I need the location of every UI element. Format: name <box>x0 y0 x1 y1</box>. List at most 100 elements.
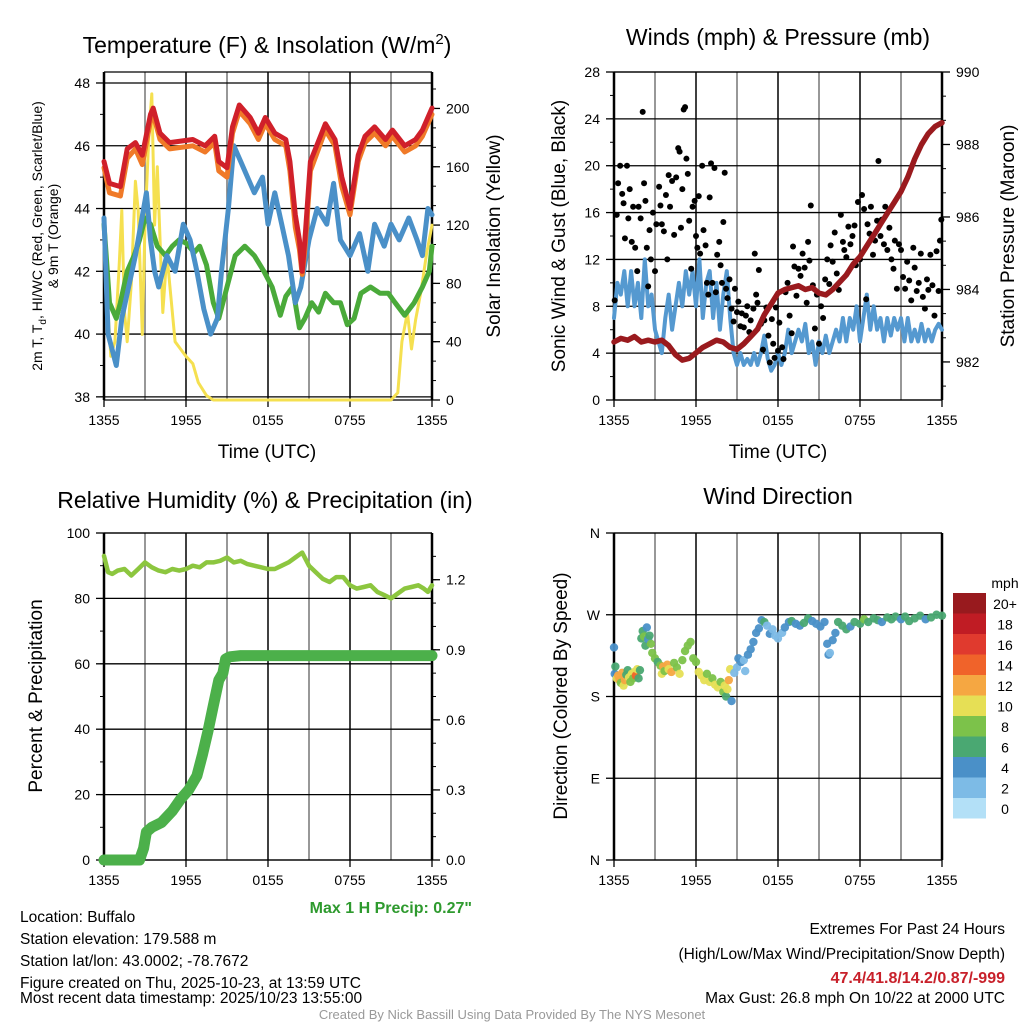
gust-point <box>849 233 856 239</box>
gust-point <box>886 224 893 231</box>
temperature-right-tick-label: 0 <box>446 392 454 408</box>
wind-direction-left-tick-label: E <box>591 770 600 786</box>
gust-point <box>657 202 664 209</box>
winds-left-tick-label: 8 <box>592 298 600 314</box>
gust-point <box>688 265 695 272</box>
gust-point <box>900 274 907 280</box>
humidity-left-tick-label: 80 <box>74 590 90 606</box>
gust-point <box>754 299 761 306</box>
humidity-left-tick-label: 20 <box>74 787 90 803</box>
gust-point <box>643 244 650 251</box>
max-precip-label: Max 1 H Precip: 0.27" <box>310 900 472 917</box>
wind-direction-point <box>768 625 777 634</box>
wind-direction-point <box>635 665 645 675</box>
temperature-ylabel-left-line2: & 9m T (Orange) <box>45 184 61 289</box>
gust-point <box>933 248 940 255</box>
gust-point <box>665 172 672 179</box>
gust-point <box>923 276 930 283</box>
series-precipitation <box>98 650 438 866</box>
gust-point <box>686 217 693 224</box>
gust-point <box>706 194 713 201</box>
gust-point <box>935 288 942 295</box>
wind-direction-point <box>741 666 750 676</box>
gust-point <box>653 221 660 228</box>
winds-left-tick-label: 0 <box>592 392 600 408</box>
gust-point <box>679 186 686 193</box>
temperature-panel-title: Temperature (F) & Insolation (W/m2) <box>83 31 452 58</box>
gust-point <box>751 250 758 257</box>
wind-direction-point <box>825 648 835 658</box>
humidity-left-tick-label: 0 <box>82 852 90 868</box>
temperature-left-tick-label: 40 <box>74 326 90 342</box>
humidity-panel-title: Relative Humidity (%) & Precipitation (i… <box>57 487 472 513</box>
gust-point <box>634 268 641 275</box>
humidity-left-tick-label: 60 <box>74 656 90 672</box>
gust-point <box>833 270 840 277</box>
gust-point <box>807 202 814 209</box>
temperature-left-tick-label: 46 <box>74 138 90 154</box>
gust-point <box>717 262 724 269</box>
temperature-right-tick-label: 160 <box>446 159 470 175</box>
gust-point <box>780 356 787 362</box>
gust-point <box>611 297 618 304</box>
winds-ylabel-left: Sonic Wind & Gust (Blue, Black) <box>549 100 570 372</box>
temperature-time-tick-label: 1355 <box>88 412 119 428</box>
gust-point <box>863 296 870 303</box>
gust-point <box>726 276 733 283</box>
gust-point <box>669 177 676 184</box>
gust-point <box>768 316 775 323</box>
temperature-time-tick-label: 1955 <box>170 412 201 428</box>
winds-left-tick-label: 16 <box>584 205 600 221</box>
gust-point <box>647 256 654 263</box>
gust-point <box>811 325 818 332</box>
wind-direction-point <box>746 645 755 654</box>
gust-point <box>712 289 719 296</box>
gust-point <box>677 224 684 231</box>
humidity-right-tick-label: 1.2 <box>446 572 466 588</box>
gust-point <box>893 285 900 292</box>
temperature-time-tick-label: 1355 <box>416 412 447 428</box>
gust-point <box>716 238 723 245</box>
gust-point <box>755 266 762 273</box>
temperature-left-tick-label: 44 <box>74 201 90 217</box>
gust-point <box>799 250 806 257</box>
winds-time-tick-label: 1355 <box>598 412 629 428</box>
winds-right-tick-label: 986 <box>956 209 980 225</box>
temperature-right-tick-label: 40 <box>446 334 462 350</box>
wind-direction-point <box>646 639 656 649</box>
wind-direction-point <box>820 617 829 627</box>
wind-direction-time-tick-label: 0755 <box>844 872 875 888</box>
gust-point <box>765 332 772 339</box>
gust-point <box>700 227 707 234</box>
gust-point <box>837 211 844 218</box>
wind-direction-left-tick-label: S <box>591 689 600 705</box>
gust-point <box>620 200 627 207</box>
colorbar-swatch <box>953 736 986 757</box>
colorbar-label: 12 <box>997 678 1013 694</box>
gust-point <box>714 251 721 258</box>
gust-point <box>882 203 889 210</box>
gust-point <box>652 268 658 275</box>
gust-point <box>658 221 665 228</box>
winds-left-tick-label: 24 <box>584 111 600 127</box>
gust-point <box>617 162 624 169</box>
wind-direction-point <box>642 623 651 632</box>
extremes-subtitle: (High/Low/Max Wind/Precipitation/Snow De… <box>679 946 1006 963</box>
winds-time-tick-label: 0155 <box>762 412 793 428</box>
gust-point <box>851 222 858 229</box>
gust-point <box>720 218 727 225</box>
temperature-right-tick-label: 200 <box>446 100 470 116</box>
colorbar-swatch <box>953 654 986 675</box>
wind-direction-point <box>634 674 643 683</box>
wind-direction-point <box>724 675 733 685</box>
gust-point <box>747 317 754 324</box>
gust-point <box>691 197 698 204</box>
gust-point <box>664 256 671 263</box>
winds-left-tick-label: 12 <box>584 251 600 267</box>
credit-footer: Created By Nick Bassill Using Data Provi… <box>319 1007 706 1022</box>
gust-point <box>904 258 911 265</box>
gust-point <box>839 238 846 245</box>
temperature-time-tick-label: 0155 <box>252 412 283 428</box>
gust-point <box>898 247 904 254</box>
